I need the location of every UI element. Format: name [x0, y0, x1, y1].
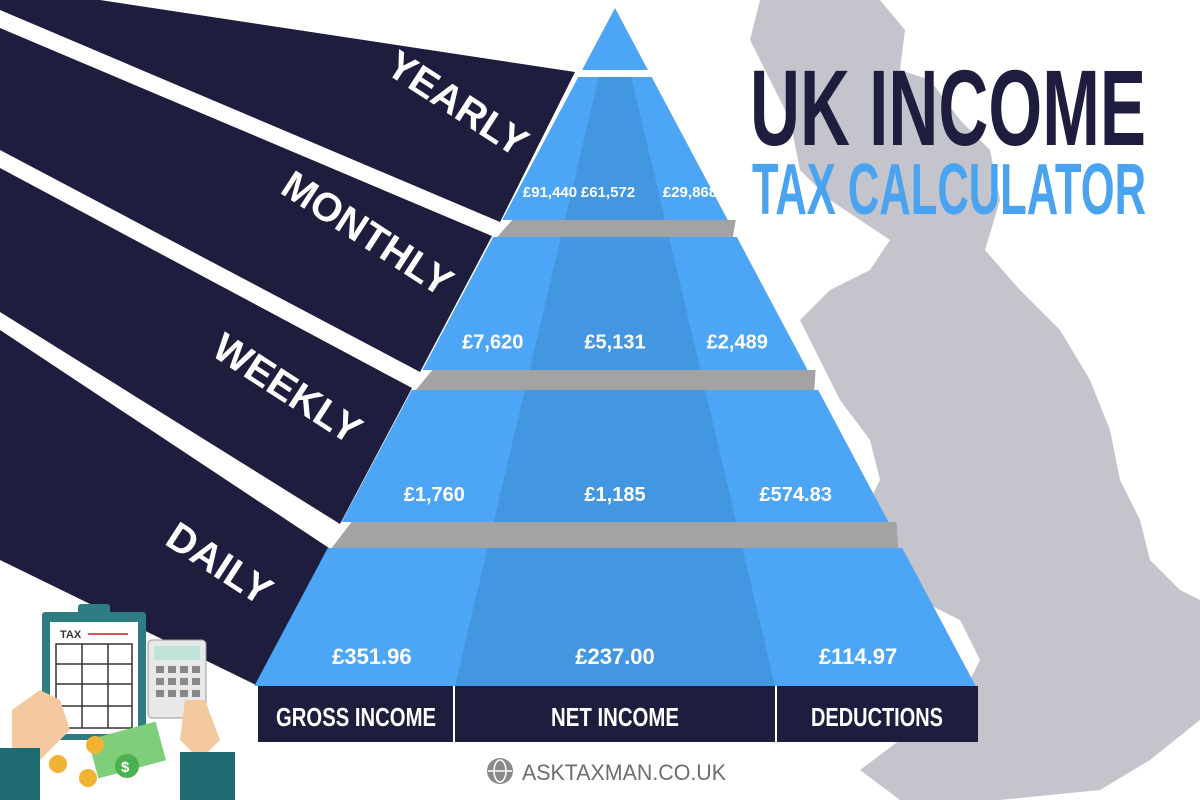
- pyramid-tier-net-column: [493, 390, 737, 522]
- column-gross-income: GROSS INCOME: [276, 702, 436, 732]
- pyramid-separator-2: [331, 522, 899, 548]
- tax-illustration: TAX $: [0, 604, 235, 800]
- value-gross: £1,760: [404, 484, 465, 506]
- globe-icon: [487, 758, 513, 784]
- ribbon-daily: [0, 330, 332, 686]
- title-line-2: TAX CALCULATOR: [752, 150, 1146, 230]
- column-header-bar: [258, 686, 978, 742]
- tax-form-label: TAX: [60, 629, 82, 641]
- value-gross: £7,620: [462, 332, 523, 354]
- value-deductions: £29,868: [663, 184, 717, 201]
- value-gross: £351.96: [332, 644, 412, 669]
- value-deductions: £114.97: [819, 644, 897, 669]
- ribbon-yearly: [0, 0, 575, 222]
- ribbon-weekly: [0, 168, 412, 524]
- value-net: £61,572: [581, 184, 635, 201]
- pyramid-separator-0: [497, 220, 736, 237]
- title-line-1: UK INCOME: [750, 47, 1146, 168]
- website-link[interactable]: ASKTAXMAN.CO.UK: [522, 760, 726, 785]
- pyramid-tier-net-column: [454, 548, 776, 686]
- value-deductions: £574.83: [760, 484, 832, 506]
- pyramid-separator-1: [415, 370, 816, 390]
- value-net: £1,185: [584, 484, 645, 506]
- pyramid-tier-net-column: [564, 77, 666, 220]
- svg-text:$: $: [121, 759, 130, 776]
- value-net: £5,131: [584, 332, 645, 354]
- value-net: £237.00: [575, 644, 655, 669]
- pyramid-tier-net-column: [529, 237, 701, 370]
- pyramid-apex: [582, 8, 648, 70]
- value-gross: £91,440: [523, 184, 577, 201]
- uk-map: [750, 0, 1200, 800]
- column-net-income: NET INCOME: [551, 702, 679, 732]
- column-deductions: DEDUCTIONS: [811, 702, 943, 732]
- ribbon-monthly: [0, 28, 492, 372]
- value-deductions: £2,489: [707, 332, 768, 354]
